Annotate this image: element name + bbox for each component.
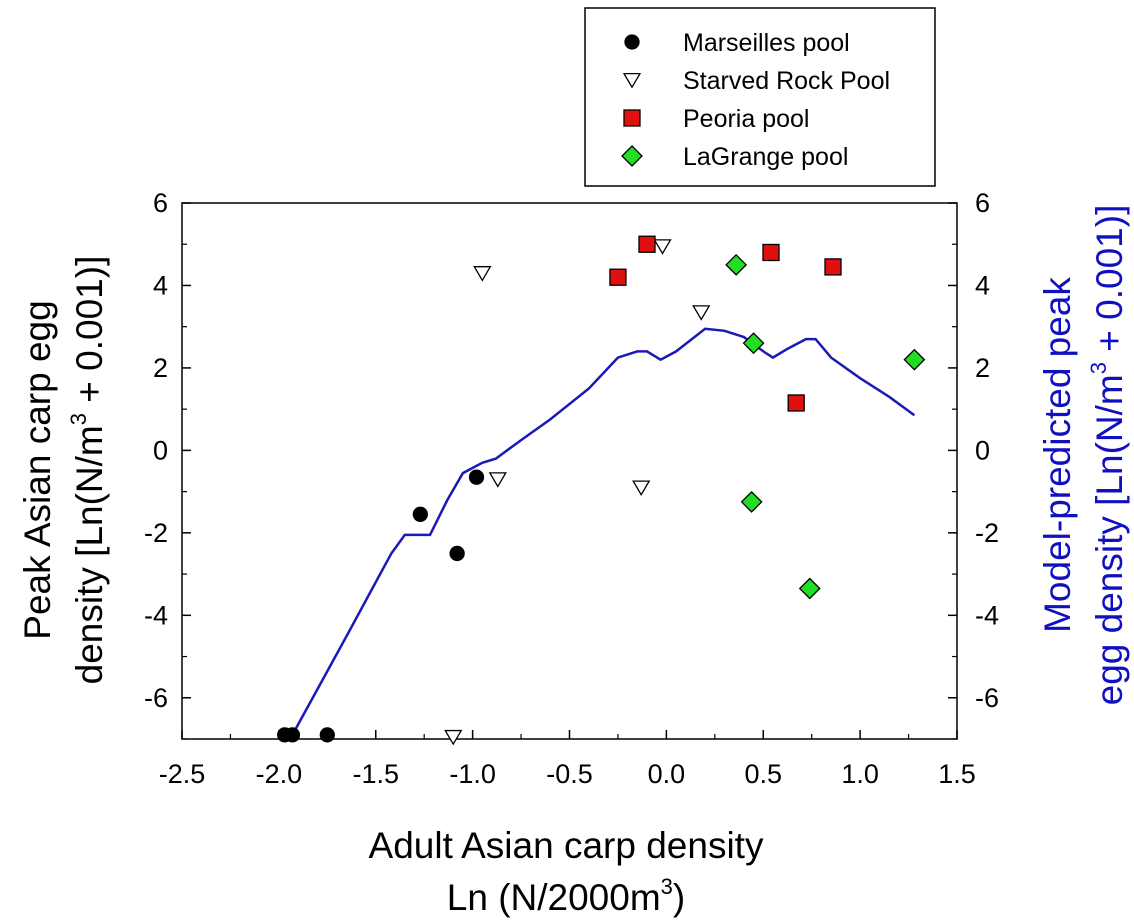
x-tick-label: 1.0 <box>841 759 879 789</box>
starved-rock-pool-point <box>692 305 711 321</box>
y-left-tick-label: 0 <box>153 435 168 465</box>
y-right-tick-label: 4 <box>975 270 990 300</box>
y-axis-left-title-line2-main: density [Ln(N/m <box>69 425 110 684</box>
y-left-tick-label: 4 <box>153 270 168 300</box>
marseilles-pool-point <box>468 469 485 485</box>
legend-box <box>584 7 936 187</box>
y-axis-left-ticks: 6 4 2 0 -2 -4 -6 <box>144 188 191 740</box>
y-right-tick-label: 0 <box>975 435 990 465</box>
lagrange-pool-point <box>903 348 926 371</box>
y-axis-right-ticks: 6 4 2 0 -2 -4 -6 <box>948 188 999 740</box>
y-axis-left-title: Peak Asian carp egg density [Ln(N/m3 + 0… <box>17 256 110 685</box>
y-left-tick-label: -6 <box>144 683 168 713</box>
y-right-tick-label: -4 <box>975 600 999 630</box>
x-tick-label: -2.5 <box>159 759 206 789</box>
legend-label-lagrange-pool: LaGrange pool <box>683 143 848 171</box>
model-prediction-line <box>291 327 916 736</box>
y-right-tick-label: 6 <box>975 188 990 218</box>
lagrange-pool-point <box>725 253 748 276</box>
starved-rock-pool-point <box>473 266 492 282</box>
x-tick-label: 0.0 <box>648 759 686 789</box>
y-right-tick-label: -2 <box>975 518 999 548</box>
y-axis-left-title-line1: Peak Asian carp egg <box>17 300 58 639</box>
legend-label-peoria-pool: Peoria pool <box>683 105 809 133</box>
starved-rock-pool-point <box>632 480 651 496</box>
legend-label-starved-rock-pool: Starved Rock Pool <box>683 67 890 95</box>
starved-rock-pool-point <box>488 472 507 488</box>
x-axis-title-line2: Ln (N/2000m3) <box>447 874 685 918</box>
starved-rock-pool-point <box>653 239 672 255</box>
legend-marker-marseilles-pool <box>624 34 640 50</box>
x-axis-title-line2-end: ) <box>673 877 685 918</box>
y-axis-right-title-line1: Model-predicted peak <box>1037 277 1078 633</box>
x-tick-label: -2.0 <box>256 759 303 789</box>
y-left-tick-label: -2 <box>144 518 168 548</box>
plot-frame <box>181 202 958 740</box>
y-axis-left-title-line2-sup: 3 <box>66 413 91 425</box>
legend-marker-peoria-pool <box>623 109 641 127</box>
y-axis-right-title-line2: egg density [Ln(N/m3 + 0.001)] <box>1086 205 1130 706</box>
y-right-tick-label: -6 <box>975 683 999 713</box>
y-axis-right-title: Model-predicted peak egg density [Ln(N/m… <box>1037 205 1130 706</box>
peoria-pool-point <box>824 258 842 276</box>
y-left-tick-label: -4 <box>144 600 168 630</box>
lagrange-pool-point <box>740 491 763 513</box>
marseilles-pool-point <box>319 727 335 743</box>
y-axis-right-title-line2-end: + 0.001)] <box>1089 205 1130 362</box>
y-axis-left-title-line2-end: + 0.001)] <box>69 256 110 413</box>
y-axis-right-title-line2-sup: 3 <box>1086 362 1111 374</box>
x-tick-label: -1.5 <box>352 759 399 789</box>
legend-marker-starved-rock-pool <box>622 72 642 89</box>
y-right-tick-label: 2 <box>975 353 990 383</box>
marseilles-pool-point <box>449 545 465 562</box>
legend: Marseilles pool Starved Rock Pool Peoria p… <box>584 7 936 187</box>
legend-label-marseilles-pool: Marseilles pool <box>683 29 850 57</box>
x-tick-label: -1.0 <box>449 759 496 789</box>
marseilles-pool-point <box>412 506 428 522</box>
x-axis-ticks: -2.5 -2.0 -1.5 -1.0 -0.5 0.0 0.5 1.0 1.5 <box>159 730 976 789</box>
peoria-pool-point <box>609 268 627 286</box>
marseilles-pool-point <box>284 727 301 743</box>
x-tick-label: 0.5 <box>744 759 782 789</box>
peoria-pool-point <box>638 235 656 253</box>
x-tick-label: 1.5 <box>938 759 976 789</box>
x-axis-title-line1: Adult Asian carp density <box>369 825 764 866</box>
data-points <box>277 235 926 746</box>
y-left-tick-label: 2 <box>153 353 168 383</box>
y-axis-left-title-line2: density [Ln(N/m3 + 0.001)] <box>66 256 110 685</box>
peoria-pool-point <box>762 243 780 262</box>
y-axis-right-title-line2-main: egg density [Ln(N/m <box>1089 374 1130 705</box>
starved-rock-pool-point <box>444 729 463 746</box>
x-axis-title-line2-sup: 3 <box>661 874 673 899</box>
x-tick-label: -0.5 <box>546 759 593 789</box>
lagrange-pool-point <box>742 332 765 355</box>
lagrange-pool-point <box>798 577 821 600</box>
legend-marker-lagrange-pool <box>621 145 643 167</box>
y-left-tick-label: 6 <box>153 188 168 218</box>
x-axis-title-line2-main: Ln (N/2000m <box>447 877 661 918</box>
peoria-pool-point <box>787 394 805 412</box>
